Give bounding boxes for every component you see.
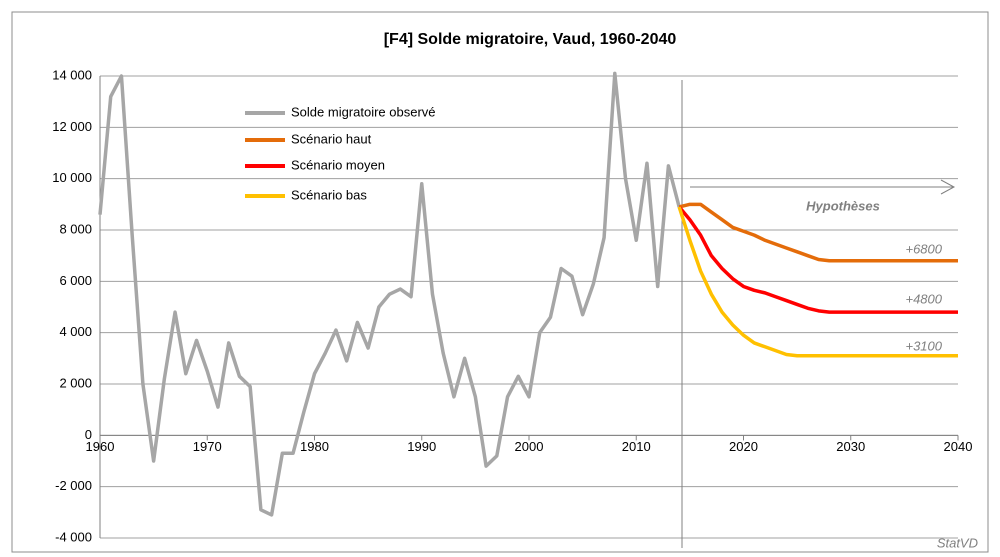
y-tick-label: 14 000 (52, 67, 92, 82)
legend-label: Scénario haut (291, 131, 372, 146)
x-tick-label: 2010 (622, 439, 651, 454)
y-tick-label: 2 000 (59, 375, 92, 390)
y-tick-label: -4 000 (55, 529, 92, 544)
chart-border (11, 11, 989, 553)
source: StatVD (937, 535, 978, 550)
legend-label: Solde migratoire observé (291, 104, 436, 119)
series-line (677, 206, 958, 358)
annotation: +6800 (905, 241, 942, 256)
y-tick-label: 4 000 (59, 324, 92, 339)
annotation: +3100 (905, 338, 942, 353)
x-tick-label: 2040 (944, 439, 973, 454)
x-tick-label: 1970 (193, 439, 222, 454)
annotation: Hypothèses (806, 198, 880, 213)
y-tick-label: 8 000 (59, 221, 92, 236)
y-tick-label: 10 000 (52, 170, 92, 185)
y-tick-label: 0 (85, 427, 92, 442)
x-tick-label: 2000 (515, 439, 544, 454)
y-tick-label: 12 000 (52, 119, 92, 134)
legend-label: Scénario bas (291, 187, 367, 202)
x-tick-label: 1960 (86, 439, 115, 454)
x-tick-label: 2020 (729, 439, 758, 454)
y-tick-label: 6 000 (59, 273, 92, 288)
annotation: +4800 (905, 291, 942, 306)
series-line (678, 202, 958, 263)
series-line (677, 205, 958, 314)
y-tick-label: -2 000 (55, 478, 92, 493)
x-tick-label: 1990 (407, 439, 436, 454)
x-tick-label: 2030 (836, 439, 865, 454)
chart-title: [F4] Solde migratoire, Vaud, 1960-2040 (384, 31, 677, 48)
arrow-head (940, 179, 956, 195)
series-line (98, 71, 681, 517)
x-tick-label: 1980 (300, 439, 329, 454)
legend-label: Scénario moyen (291, 157, 385, 172)
